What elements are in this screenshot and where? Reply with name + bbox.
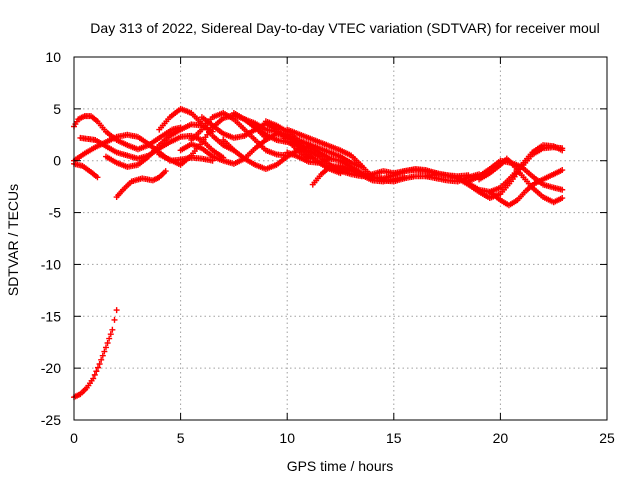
data-point [559,167,566,174]
data-point [91,371,98,378]
data-point [113,307,120,314]
x-tick-label: 10 [279,430,295,446]
data-point [93,368,100,375]
x-tick-label: 15 [386,430,402,446]
data-point [99,352,106,359]
data-point [111,316,118,323]
x-tick-label: 0 [70,430,78,446]
y-tick-label: -20 [41,360,61,376]
y-tick-label: 5 [53,101,61,117]
data-point [559,195,566,202]
data-series [71,160,101,181]
plot-frame [73,56,608,421]
chart-title: Day 313 of 2022, Sidereal Day-to-day VTE… [90,20,599,36]
x-tick-label: 20 [493,430,509,446]
y-tick-label: -25 [41,412,61,428]
data-point [107,331,114,338]
data-point [559,147,566,154]
data-point [101,348,108,355]
data-point [559,186,566,193]
data-point [106,335,113,342]
x-axis-label: GPS time / hours [287,458,394,474]
data-series [113,168,169,201]
data-point [96,360,103,367]
data-point [98,356,105,363]
axis-ticks [73,56,608,421]
data-series [284,126,376,181]
data-point [94,174,101,181]
data-point [94,364,101,371]
y-tick-label: -15 [41,308,61,324]
data-point [162,168,169,175]
grid-lines [74,57,607,420]
data-points [71,105,566,401]
x-tick-labels: 0 5 10 15 20 25 [70,430,615,446]
x-tick-label: 5 [177,430,185,446]
y-tick-label: -5 [49,205,62,221]
data-series [380,171,483,185]
data-point [109,326,116,333]
y-tick-label: -10 [41,256,61,272]
y-tick-label: 10 [45,49,61,65]
x-tick-label: 25 [599,430,615,446]
y-tick-label: 0 [53,153,61,169]
data-series [486,167,566,209]
data-series [476,155,566,206]
data-point [102,344,109,351]
data-series [71,307,120,401]
data-point [90,375,97,382]
y-axis-label: SDTVAR / TECUs [5,184,21,296]
data-point [104,339,111,346]
y-tick-labels: 10 5 0 -5 -10 -15 -20 -25 [41,49,61,428]
